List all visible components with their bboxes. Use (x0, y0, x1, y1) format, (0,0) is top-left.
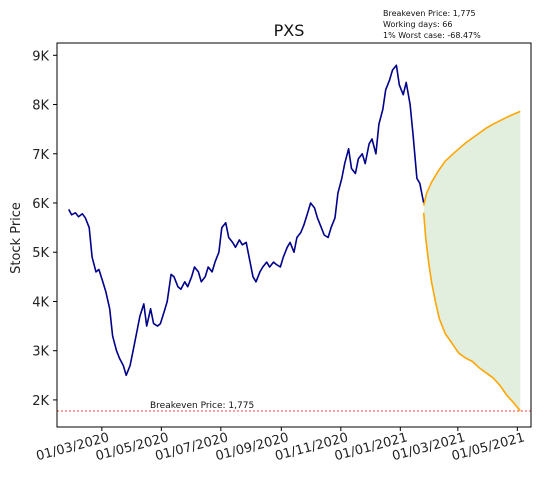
plot-frame (56, 42, 532, 428)
chart-title: PXS (274, 21, 305, 40)
y-tick-label: 6K (32, 197, 49, 212)
x-axis: 01/03/202001/05/202001/07/202001/09/2020… (35, 427, 526, 464)
y-tick-label: 4K (32, 295, 49, 310)
upper-projection-line (422, 110, 521, 206)
y-axis: 2K 3K 4K 5K 6K 7K 8K 9K (32, 49, 57, 409)
y-tick-label: 8K (32, 99, 49, 114)
y-tick-label: 9K (32, 49, 49, 64)
y-tick-label: 2K (32, 394, 49, 409)
info-worst-case-line: 1% Worst case: -68.47% (383, 31, 481, 40)
y-tick-label: 3K (32, 345, 49, 360)
history-line (67, 64, 425, 377)
lower-projection-line (422, 212, 521, 412)
y-tick-label: 7K (32, 148, 49, 163)
y-tick-label: 5K (32, 246, 49, 261)
info-working-days-line: Working days: 66 (383, 20, 452, 29)
y-axis-title: Stock Price (9, 202, 24, 274)
info-block: Breakeven Price: 1,775 Working days: 66 … (383, 9, 481, 40)
breakeven-label: Breakeven Price: 1,775 (150, 401, 254, 411)
info-breakeven-line: Breakeven Price: 1,775 (383, 9, 476, 18)
plot-area: Breakeven Price: 1,775 (57, 64, 531, 412)
projection-band (423, 111, 521, 411)
